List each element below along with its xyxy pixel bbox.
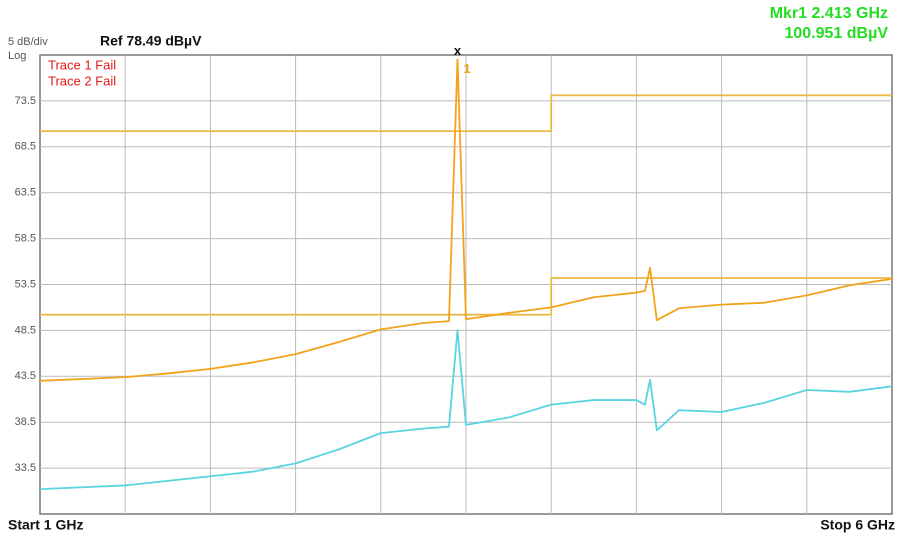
trace — [40, 277, 892, 316]
marker-symbol: x — [454, 43, 462, 58]
plot: 73.5 68.5 63.5 58.5 53.5 48.5 43.5 38.5 33.5 x1 — [15, 43, 893, 514]
y-tick-label: 43.5 — [15, 370, 36, 382]
fail-label: Trace 2 Fail — [48, 73, 116, 88]
y-tick-label: 68.5 — [15, 141, 36, 153]
y-tick-label: 38.5 — [15, 416, 36, 428]
y-tick-label: 33.5 — [15, 462, 36, 474]
stop-frequency: Stop 6 GHz — [820, 517, 895, 533]
trace — [39, 58, 893, 382]
y-tick-label: 63.5 — [15, 187, 36, 199]
trace — [40, 94, 892, 133]
y-tick-label: 73.5 — [15, 95, 36, 107]
scale-type: Log — [8, 50, 26, 62]
y-tick-label: 53.5 — [15, 278, 36, 290]
fail-label: Trace 1 Fail — [48, 57, 116, 72]
y-tick-label: 48.5 — [15, 324, 36, 336]
marker-frequency: Mkr1 2.413 GHz — [770, 5, 888, 22]
y-tick-label: 58.5 — [15, 233, 36, 245]
start-frequency: Start 1 GHz — [8, 517, 83, 533]
marker-label: 1 — [463, 61, 470, 76]
marker-level: 100.951 dBµV — [785, 25, 889, 42]
trace — [39, 329, 893, 491]
scale-label: 5 dB/div — [8, 36, 48, 48]
ref-level: Ref 78.49 dBµV — [100, 33, 202, 49]
